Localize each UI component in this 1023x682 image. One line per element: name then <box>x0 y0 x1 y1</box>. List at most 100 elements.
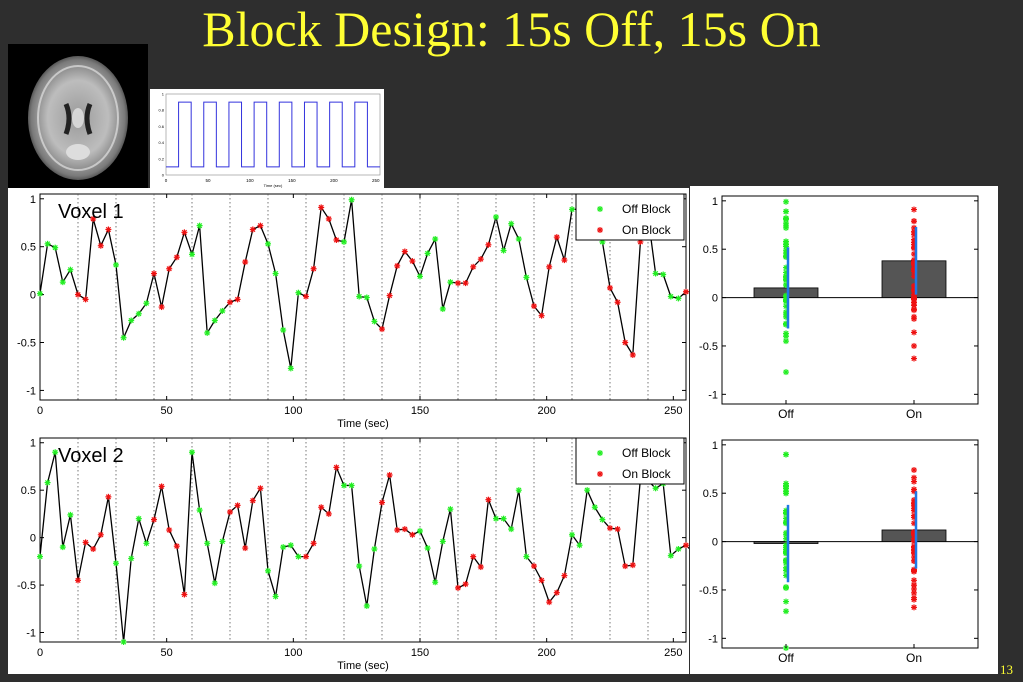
on-block-point <box>409 531 416 538</box>
star-stroke <box>554 590 560 596</box>
stimulus-y-tick-label: 0.4 <box>158 140 164 145</box>
star-stroke <box>592 504 598 510</box>
x-tick-label-on: On <box>906 651 922 665</box>
off-block-point <box>341 238 347 245</box>
star-stroke <box>675 295 682 302</box>
star-stroke <box>212 317 218 324</box>
star-stroke <box>386 292 393 299</box>
off-block-point <box>508 220 515 227</box>
off-block-point <box>265 240 271 247</box>
star-stroke <box>911 475 917 481</box>
on-block-point <box>470 263 477 270</box>
off-block-point <box>135 515 142 522</box>
star-stroke <box>911 488 917 494</box>
off-block-point <box>211 317 218 324</box>
legend-off-label: Off Block <box>622 446 671 460</box>
stimulus-x-tick-label: 250 <box>372 178 380 183</box>
stimulus-x-tick-label: 150 <box>288 178 296 183</box>
on-block-point <box>386 292 393 299</box>
on-block-point <box>614 526 621 533</box>
stimulus-x-tick-label: 0 <box>165 178 168 183</box>
x-tick-label: 100 <box>284 647 302 659</box>
star-stroke <box>417 528 423 534</box>
slide-title: Block Design: 15s Off, 15s On <box>202 1 821 57</box>
off-block-point <box>37 553 43 560</box>
star-stroke <box>911 577 917 583</box>
star-stroke <box>303 553 309 560</box>
star-stroke <box>371 546 378 552</box>
y-tick-label: 0 <box>712 293 718 305</box>
off-block-point <box>371 318 378 325</box>
y-tick-label: 1 <box>712 440 718 452</box>
off-block-point <box>667 552 674 559</box>
star-stroke <box>485 497 492 503</box>
off-block-point <box>667 293 674 300</box>
y-tick-label: 1 <box>30 438 36 450</box>
star-stroke <box>911 225 917 231</box>
off-block-point <box>424 545 431 552</box>
on-block-point <box>82 296 89 303</box>
on-block-point <box>151 516 157 523</box>
star-stroke <box>265 241 271 247</box>
on-block-point <box>325 510 332 517</box>
off-block-point <box>67 266 74 273</box>
star-stroke <box>561 257 568 263</box>
star-stroke <box>341 482 347 489</box>
star-stroke <box>257 485 264 491</box>
star-stroke <box>652 270 659 277</box>
star-stroke <box>310 266 317 272</box>
on-block-point <box>242 545 249 552</box>
star-stroke <box>783 608 789 614</box>
scatter-point-off <box>783 215 789 222</box>
star-stroke <box>227 509 233 515</box>
on-block-point <box>607 525 613 532</box>
legend-on-marker <box>597 227 603 233</box>
on-block-point <box>629 562 636 569</box>
on-block-point <box>333 464 340 471</box>
off-block-point <box>356 563 363 570</box>
star-stroke <box>136 311 142 317</box>
star-stroke <box>597 471 603 477</box>
star-stroke <box>310 540 317 546</box>
y-tick-label: -0.5 <box>699 341 718 353</box>
off-block-point <box>356 293 363 300</box>
off-block-point <box>371 546 378 553</box>
off-block-point <box>265 567 271 574</box>
star-stroke <box>348 197 355 203</box>
star-stroke <box>911 595 917 601</box>
off-block-point <box>576 542 583 549</box>
off-block-point <box>113 560 119 567</box>
on-block-point <box>470 553 477 560</box>
star-stroke <box>333 237 340 243</box>
x-tick-label: 250 <box>664 647 682 659</box>
off-block-point <box>500 247 507 254</box>
off-block-point <box>599 516 606 523</box>
stimulus-x-tick-label: 100 <box>246 178 254 183</box>
scatter-point-off <box>783 608 789 615</box>
star-stroke <box>493 214 499 220</box>
star-stroke <box>219 308 226 314</box>
off-block-point <box>493 515 499 522</box>
off-block-point <box>348 482 355 489</box>
scatter-point-on <box>911 342 917 349</box>
off-block-point <box>652 270 659 277</box>
legend-on-label: On Block <box>622 223 672 237</box>
star-stroke <box>166 266 172 272</box>
star-stroke <box>470 553 476 560</box>
star-stroke <box>783 199 789 205</box>
on-block-point <box>242 259 249 266</box>
star-stroke <box>622 563 628 569</box>
star-stroke <box>234 296 241 303</box>
on-block-point <box>394 262 401 269</box>
star-stroke <box>113 262 119 268</box>
star-stroke <box>143 300 150 306</box>
scatter-point-on <box>911 478 917 485</box>
star-stroke <box>911 343 917 349</box>
off-block-point <box>652 485 659 492</box>
star-stroke <box>630 352 636 358</box>
star-stroke <box>280 544 286 550</box>
star-stroke <box>60 544 66 550</box>
legend-off-marker <box>597 450 603 456</box>
off-block-point <box>515 236 522 243</box>
star-stroke <box>516 236 522 242</box>
